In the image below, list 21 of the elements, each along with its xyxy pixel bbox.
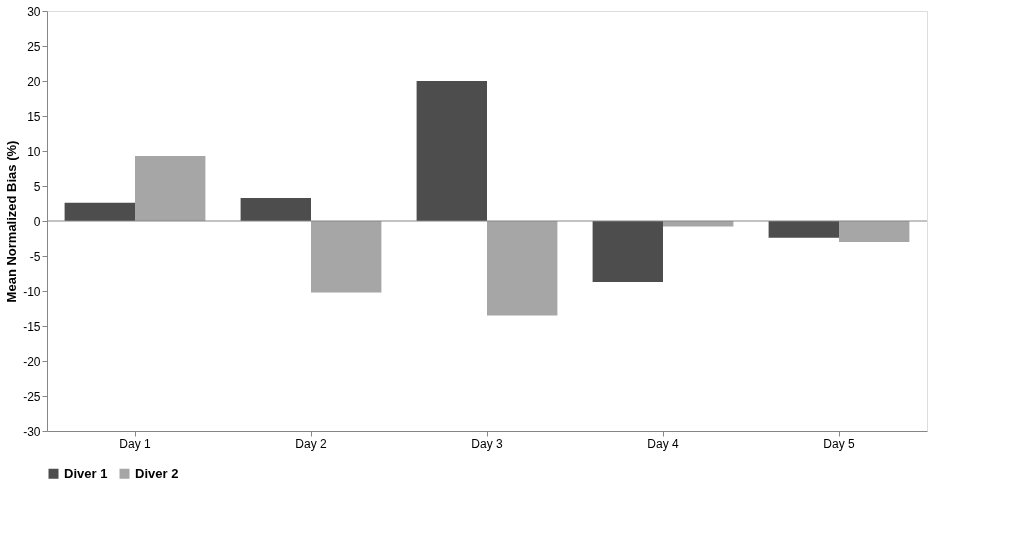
y-tick-label: -5 [29, 249, 41, 264]
x-tick-label: Day 4 [647, 436, 679, 451]
y-tick-label: 25 [27, 39, 41, 54]
legend-label: Diver 1 [64, 465, 108, 481]
y-tick-label: 0 [33, 214, 41, 229]
y-tick-label: 10 [27, 144, 41, 159]
y-tick-label: -15 [23, 319, 41, 334]
y-axis-title: Mean Normalized Bias (%) [4, 140, 20, 303]
x-tick-label: Day 5 [823, 436, 855, 451]
x-tick-label: Day 2 [295, 436, 327, 451]
x-tick-label: Day 1 [119, 436, 151, 451]
y-tick-label: 20 [27, 74, 41, 89]
legend-label: Diver 2 [135, 465, 179, 481]
x-tick-label: Day 3 [471, 436, 503, 451]
y-tick-label: -10 [23, 284, 41, 299]
y-tick-label: 15 [27, 109, 41, 124]
y-tick-label: 5 [33, 179, 41, 194]
y-tick-label: 30 [27, 4, 41, 19]
y-tick-label: -20 [23, 354, 41, 369]
y-tick-label: -25 [23, 389, 41, 404]
y-tick-label: -30 [23, 424, 41, 439]
